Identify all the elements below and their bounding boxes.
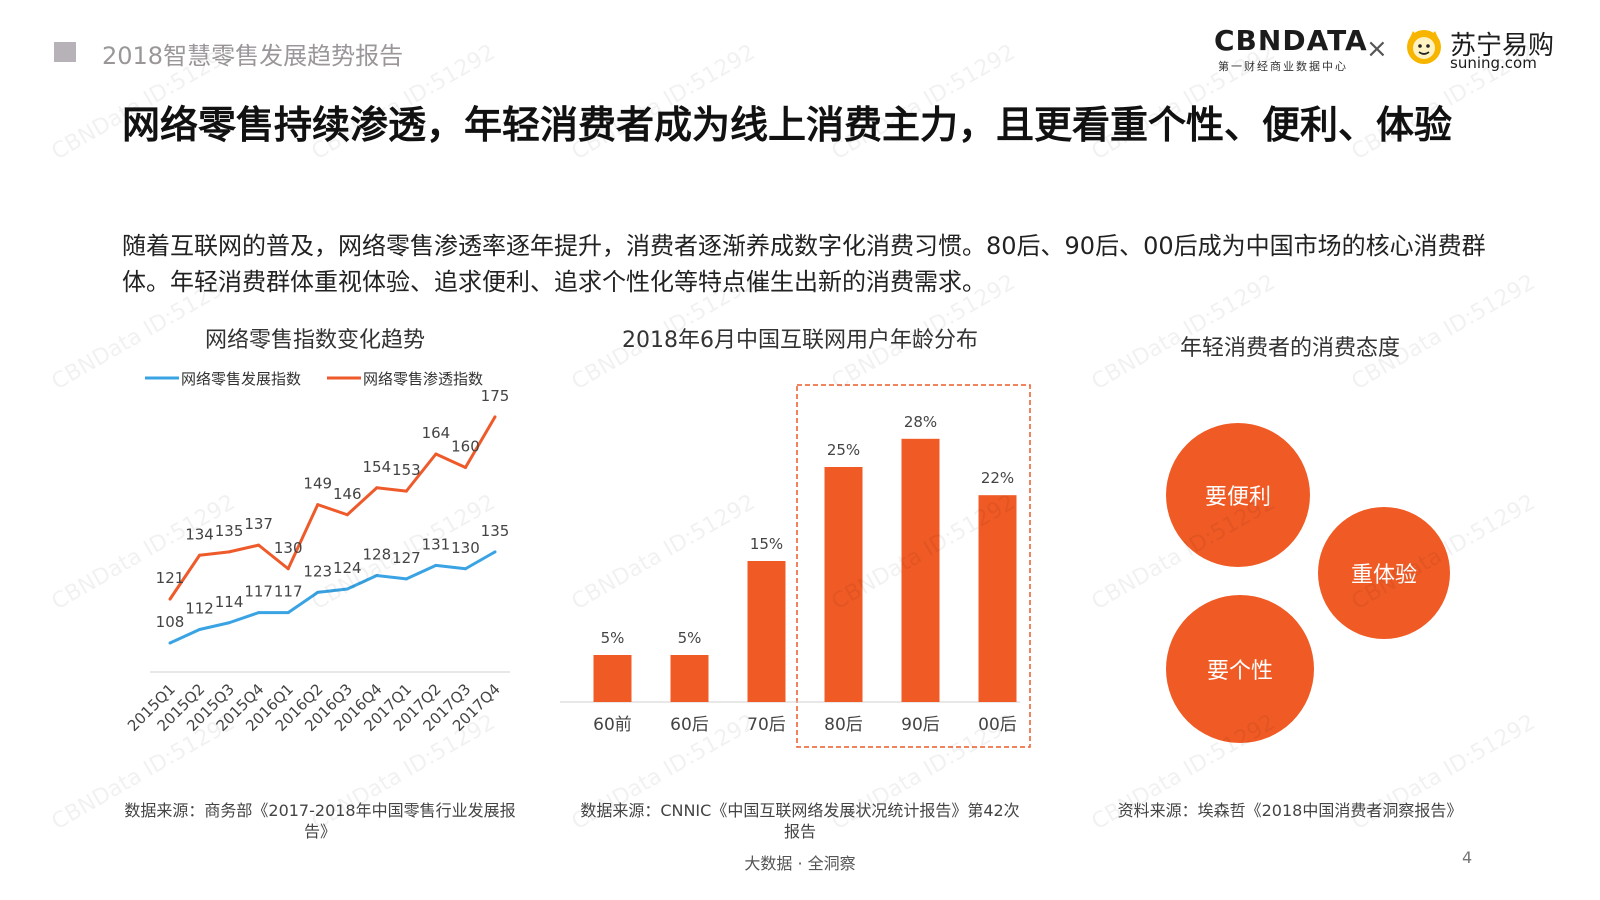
bar-value-label-1: 5% <box>678 629 702 647</box>
bubble-experience: 重体验 <box>1318 507 1450 639</box>
data-point-0-5 <box>316 590 320 594</box>
data-label-1-11: 175 <box>481 387 510 405</box>
bar-value-label-3: 25% <box>827 441 860 459</box>
header-square-icon <box>54 42 76 62</box>
bar-chart-title: 2018年6月中国互联网用户年龄分布 <box>622 328 978 353</box>
data-point-1-5 <box>316 503 320 507</box>
data-label-0-5: 123 <box>303 562 332 580</box>
data-point-1-3 <box>257 543 261 547</box>
data-label-1-4: 130 <box>274 539 303 557</box>
data-label-0-6: 124 <box>333 559 362 577</box>
data-point-1-0 <box>168 597 172 601</box>
bar-chart-source: 数据来源：CNNIC《中国互联网络发展状况统计报告》第42次报告 <box>580 801 1020 841</box>
data-label-0-3: 117 <box>244 583 273 601</box>
footer-tagline: 大数据 · 全洞察 <box>744 854 856 873</box>
series-line-0 <box>169 550 496 645</box>
line-chart-title: 网络零售指数变化趋势 <box>204 328 425 353</box>
data-label-0-4: 117 <box>274 583 303 601</box>
data-label-0-2: 114 <box>215 593 244 611</box>
bar-value-label-5: 22% <box>981 469 1014 487</box>
series-line-1 <box>168 416 497 600</box>
data-point-1-9 <box>434 452 438 456</box>
bubble-personality: 要个性 <box>1166 595 1314 743</box>
data-label-1-6: 146 <box>333 485 362 503</box>
data-point-1-11 <box>493 415 497 419</box>
data-label-1-8: 153 <box>392 461 421 479</box>
data-point-0-8 <box>404 577 408 581</box>
data-label-1-10: 160 <box>451 438 480 456</box>
bar-2 <box>747 561 786 702</box>
bar-value-label-0: 5% <box>601 629 625 647</box>
x-tick-label-4: 90后 <box>901 715 940 735</box>
data-point-0-2 <box>227 621 231 625</box>
data-label-0-8: 127 <box>392 549 421 567</box>
legend-label-1: 网络零售渗透指数 <box>363 370 483 388</box>
intro-paragraph: 随着互联网的普及，网络零售渗透率逐年提升，消费者逐渐养成数字化消费习惯。80后、… <box>122 232 1486 296</box>
data-label-1-5: 149 <box>303 475 332 493</box>
attitude-title: 年轻消费者的消费态度 <box>1179 336 1400 361</box>
bar-5 <box>978 495 1017 702</box>
bar-4 <box>901 438 940 702</box>
data-point-0-1 <box>198 628 202 631</box>
data-label-0-1: 112 <box>185 600 214 618</box>
page-number: 4 <box>1462 848 1473 867</box>
data-label-0-7: 128 <box>362 546 391 564</box>
data-label-1-3: 137 <box>244 515 273 533</box>
suning-logo-text: 苏宁易购 <box>1450 31 1555 61</box>
legend-label-0: 网络零售发展指数 <box>181 370 301 388</box>
data-point-1-7 <box>375 486 379 490</box>
cbndata-logo-subtitle: 第一财经商业数据中心 <box>1218 60 1348 73</box>
suning-logo-domain: suning.com <box>1450 54 1537 72</box>
line-chart-source: 数据来源：商务部《2017-2018年中国零售行业发展报告》 <box>124 801 516 841</box>
logo-separator: × <box>1366 34 1388 64</box>
attitude-source: 资料来源：埃森哲《2018中国消费者洞察报告》 <box>1117 801 1463 820</box>
data-point-0-11 <box>493 550 497 554</box>
data-label-0-10: 130 <box>451 539 480 557</box>
data-point-0-7 <box>375 574 379 577</box>
data-label-1-7: 154 <box>362 458 391 476</box>
slide-title: 网络零售持续渗透，年轻消费者成为线上消费主力，且更看重个性、便利、体验 <box>122 103 1453 147</box>
data-label-0-11: 135 <box>481 522 510 540</box>
bar-3 <box>824 467 863 702</box>
report-title: 2018智慧零售发展趋势报告 <box>102 42 404 70</box>
data-label-1-1: 134 <box>185 525 214 543</box>
x-tick-label-2: 70后 <box>747 715 786 735</box>
data-point-0-0 <box>168 641 172 645</box>
x-tick-label-3: 80后 <box>824 715 863 735</box>
bar-value-label-2: 15% <box>750 535 783 553</box>
data-point-1-8 <box>404 489 408 493</box>
data-point-1-1 <box>198 553 202 557</box>
cbndata-logo: CBNDATA <box>1214 24 1368 57</box>
data-label-1-0: 121 <box>156 569 185 587</box>
data-label-0-9: 131 <box>422 535 451 553</box>
data-point-1-10 <box>463 466 467 469</box>
bar-0 <box>593 655 632 702</box>
data-point-0-4 <box>286 611 290 615</box>
suning-lion-icon <box>1407 30 1441 64</box>
x-tick-label-5: 00后 <box>978 715 1017 735</box>
data-point-0-6 <box>345 587 349 591</box>
data-point-1-6 <box>345 513 349 517</box>
bar-1 <box>670 655 709 702</box>
data-label-1-9: 164 <box>422 424 451 442</box>
data-point-0-3 <box>257 611 261 615</box>
data-point-1-2 <box>227 550 231 554</box>
bar-chart: 5% 60前 5% 60后 15% 70后 25% 80后 28% 90后 22% 00后 <box>560 384 1031 748</box>
data-point-0-9 <box>434 563 438 567</box>
data-label-1-2: 135 <box>215 522 244 540</box>
x-tick-label-1: 60后 <box>670 715 709 735</box>
x-tick-label-0: 60前 <box>593 715 632 735</box>
data-label-0-0: 108 <box>156 613 185 631</box>
highlight-box <box>796 384 1031 748</box>
bar-value-label-4: 28% <box>904 413 937 431</box>
bubble-convenience: 要便利 <box>1166 423 1310 567</box>
data-point-0-10 <box>463 567 467 571</box>
data-point-1-4 <box>286 567 290 571</box>
